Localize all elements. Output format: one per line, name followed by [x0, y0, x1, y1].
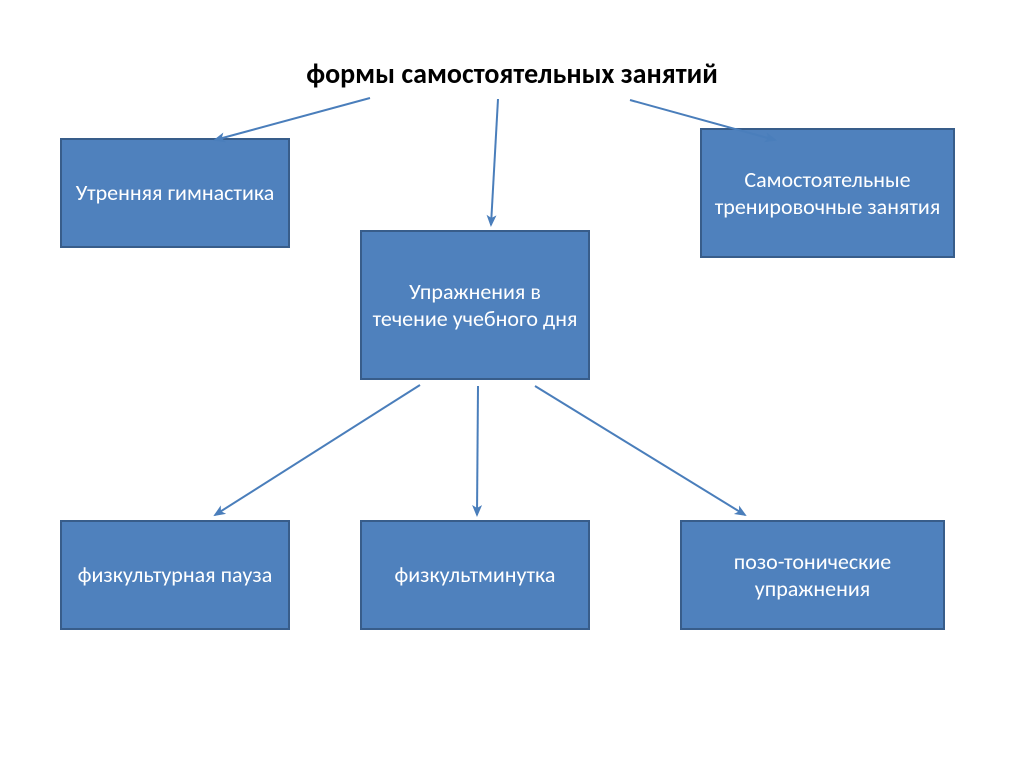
node-morning-gymnastics: Утренняя гимнастика	[60, 138, 290, 248]
node-physical-pause: физкультурная пауза	[60, 520, 290, 630]
node-physical-minute: физкультминутка	[360, 520, 590, 630]
node-poso-tonic: позо-тонические упражнения	[680, 520, 945, 630]
diagram-title: формы самостоятельных занятий	[0, 56, 1024, 91]
arrows-layer	[0, 0, 1024, 767]
node-self-training: Самостоятельные тренировочные занятия	[700, 128, 955, 258]
node-schoolday-exercises: Упражнения в течение учебного дня	[360, 230, 590, 380]
